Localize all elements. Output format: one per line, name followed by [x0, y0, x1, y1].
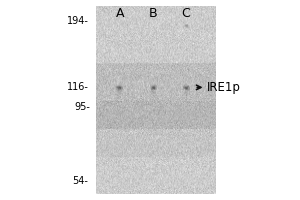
Text: B: B: [149, 7, 157, 20]
Text: C: C: [182, 7, 190, 20]
Text: IRE1p: IRE1p: [207, 81, 241, 94]
Text: 194-: 194-: [67, 16, 88, 26]
Text: A: A: [116, 7, 124, 20]
Bar: [96, 6, 216, 194]
Text: 116-: 116-: [67, 82, 88, 92]
Text: 95-: 95-: [74, 102, 90, 112]
Text: 54-: 54-: [73, 176, 88, 186]
